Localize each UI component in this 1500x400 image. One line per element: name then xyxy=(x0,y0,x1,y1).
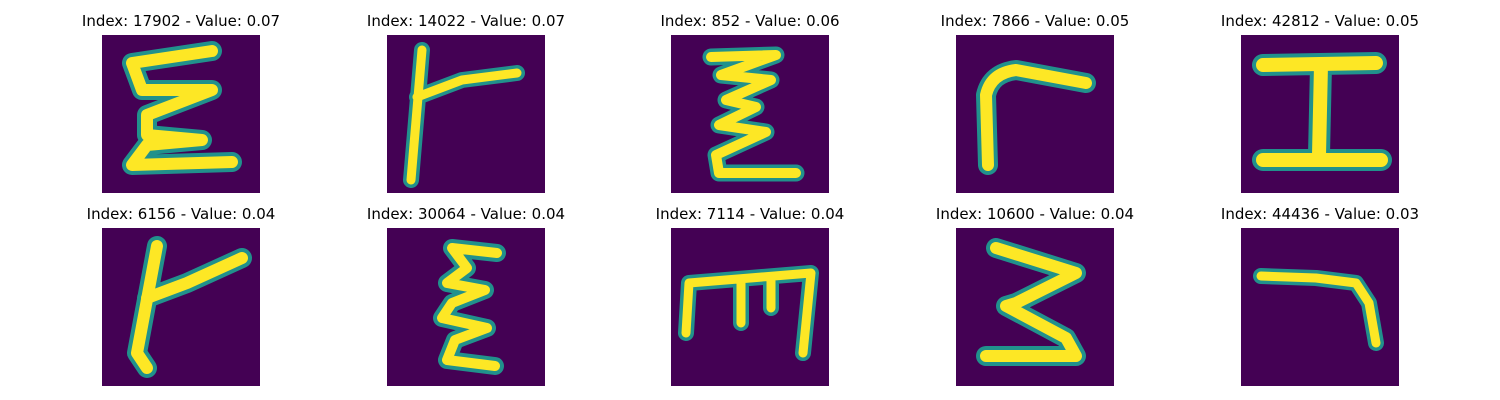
digit-image xyxy=(387,35,545,193)
digit-image xyxy=(956,35,1114,193)
digit-image xyxy=(1241,35,1399,193)
digit-image xyxy=(102,35,260,193)
digit-image xyxy=(671,35,829,193)
digit-image xyxy=(956,228,1114,386)
digit-image xyxy=(1241,228,1399,386)
digit-image xyxy=(671,228,829,386)
digit-image xyxy=(102,228,260,386)
digit-image xyxy=(387,228,545,386)
panel-title: Index: 44436 - Value: 0.03 xyxy=(1141,205,1499,223)
panel-title: Index: 42812 - Value: 0.05 xyxy=(1141,12,1499,30)
